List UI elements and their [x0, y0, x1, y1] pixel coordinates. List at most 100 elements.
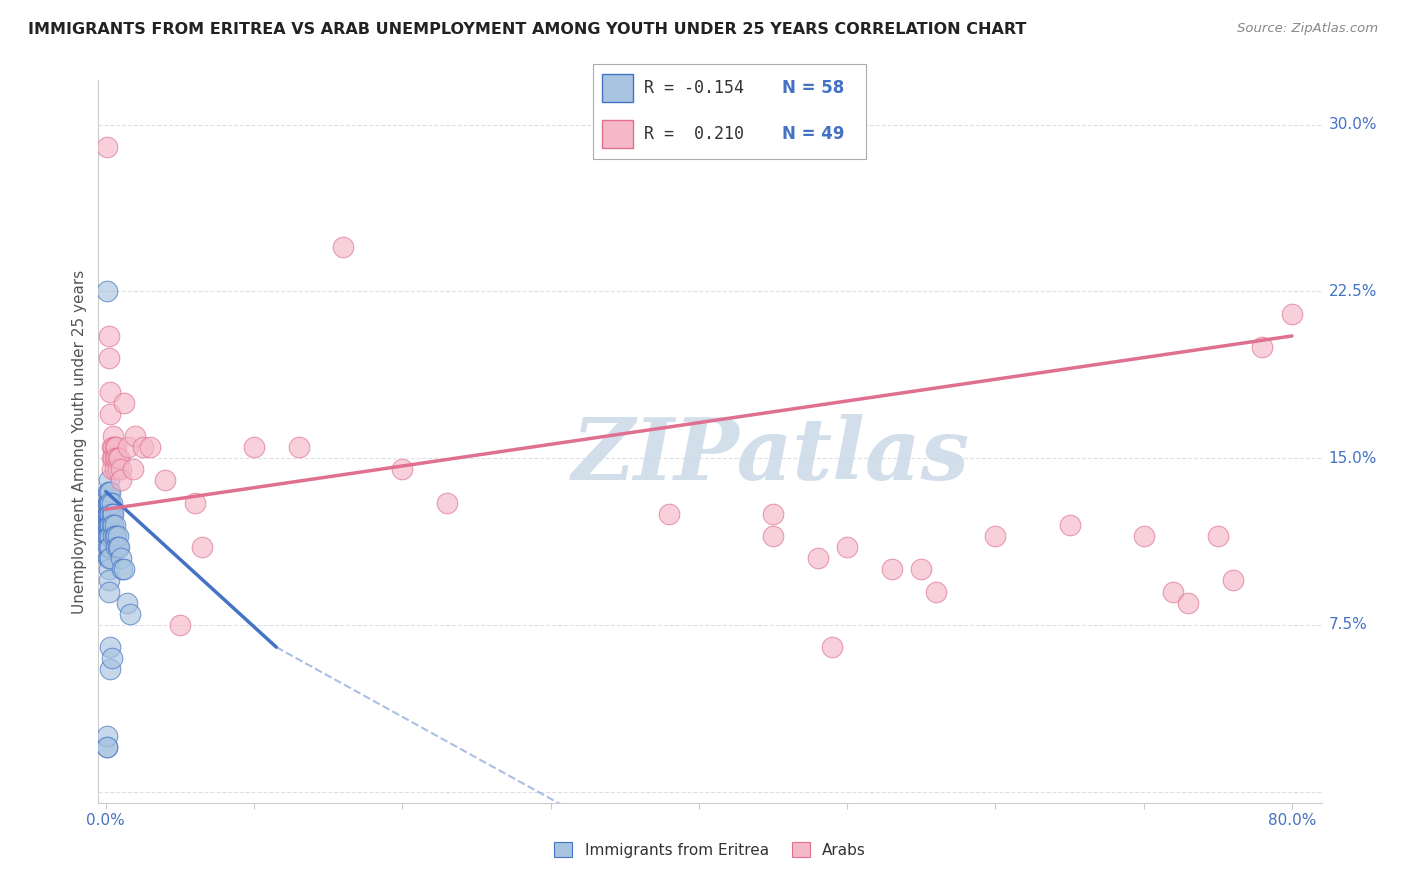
Point — [1251, 340, 1274, 354]
Point — [184, 496, 207, 510]
Point — [806, 551, 828, 566]
Point — [103, 529, 125, 543]
Text: 30.0%: 30.0% — [1329, 117, 1376, 132]
Point — [97, 484, 120, 499]
Point — [100, 451, 122, 466]
Point — [100, 507, 122, 521]
Point — [98, 551, 121, 566]
Point — [107, 540, 129, 554]
Legend: Immigrants from Eritrea, Arabs: Immigrants from Eritrea, Arabs — [548, 836, 872, 863]
Text: ZIPatlas: ZIPatlas — [572, 414, 970, 498]
Point — [103, 517, 125, 532]
Point — [110, 551, 132, 566]
Point — [762, 529, 785, 543]
Point — [105, 529, 128, 543]
Point — [124, 429, 146, 443]
Point — [110, 462, 132, 476]
Text: N = 58: N = 58 — [782, 79, 844, 97]
Point — [98, 484, 121, 499]
Point — [139, 440, 162, 454]
Point — [1206, 529, 1229, 543]
Point — [98, 517, 121, 532]
Point — [837, 540, 859, 554]
Point — [880, 562, 903, 576]
FancyBboxPatch shape — [602, 120, 633, 148]
FancyBboxPatch shape — [593, 64, 866, 159]
Point — [110, 474, 132, 488]
Point — [112, 395, 135, 409]
Point — [97, 540, 120, 554]
Point — [108, 451, 131, 466]
Text: 15.0%: 15.0% — [1329, 450, 1376, 466]
Point — [1281, 307, 1303, 321]
Point — [97, 329, 120, 343]
Point — [107, 462, 129, 476]
Point — [105, 451, 128, 466]
Point — [104, 462, 127, 476]
Point — [97, 540, 120, 554]
Point — [112, 562, 135, 576]
Point — [98, 496, 121, 510]
Point — [118, 607, 141, 621]
Point — [104, 451, 127, 466]
Point — [115, 596, 138, 610]
Point — [97, 517, 120, 532]
Point — [96, 517, 118, 532]
Point — [97, 517, 120, 532]
Point — [98, 507, 121, 521]
Point — [97, 507, 120, 521]
Point — [100, 496, 122, 510]
Point — [121, 462, 143, 476]
Point — [105, 540, 128, 554]
Point — [100, 462, 122, 476]
Point — [103, 429, 125, 443]
Point — [287, 440, 309, 454]
Point — [984, 529, 1007, 543]
Point — [1177, 596, 1199, 610]
Point — [104, 440, 127, 454]
Point — [98, 384, 121, 399]
Point — [98, 540, 121, 554]
Point — [97, 517, 120, 532]
Point — [108, 540, 131, 554]
Point — [105, 440, 128, 454]
Point — [132, 440, 155, 454]
Point — [98, 529, 121, 543]
Point — [96, 529, 118, 543]
Text: Source: ZipAtlas.com: Source: ZipAtlas.com — [1237, 22, 1378, 36]
Point — [100, 440, 122, 454]
Point — [762, 507, 785, 521]
Point — [107, 529, 129, 543]
Point — [96, 740, 118, 755]
Point — [96, 140, 118, 154]
Point — [169, 618, 191, 632]
Point — [97, 496, 120, 510]
Point — [98, 496, 121, 510]
Point — [96, 740, 118, 755]
Point — [97, 507, 120, 521]
Point — [104, 517, 127, 532]
FancyBboxPatch shape — [602, 74, 633, 102]
Point — [103, 451, 125, 466]
Point — [1132, 529, 1154, 543]
Text: 22.5%: 22.5% — [1329, 284, 1376, 299]
Point — [104, 529, 127, 543]
Point — [97, 551, 120, 566]
Point — [100, 517, 122, 532]
Point — [925, 584, 948, 599]
Point — [96, 507, 118, 521]
Point — [111, 562, 134, 576]
Point — [98, 662, 121, 676]
Point — [103, 507, 125, 521]
Point — [153, 474, 176, 488]
Point — [97, 484, 120, 499]
Point — [97, 474, 120, 488]
Point — [98, 517, 121, 532]
Point — [332, 240, 354, 254]
Text: R =  0.210: R = 0.210 — [644, 125, 744, 143]
Point — [1059, 517, 1081, 532]
Point — [97, 496, 120, 510]
Point — [98, 640, 121, 655]
Point — [1163, 584, 1185, 599]
Point — [97, 351, 120, 366]
